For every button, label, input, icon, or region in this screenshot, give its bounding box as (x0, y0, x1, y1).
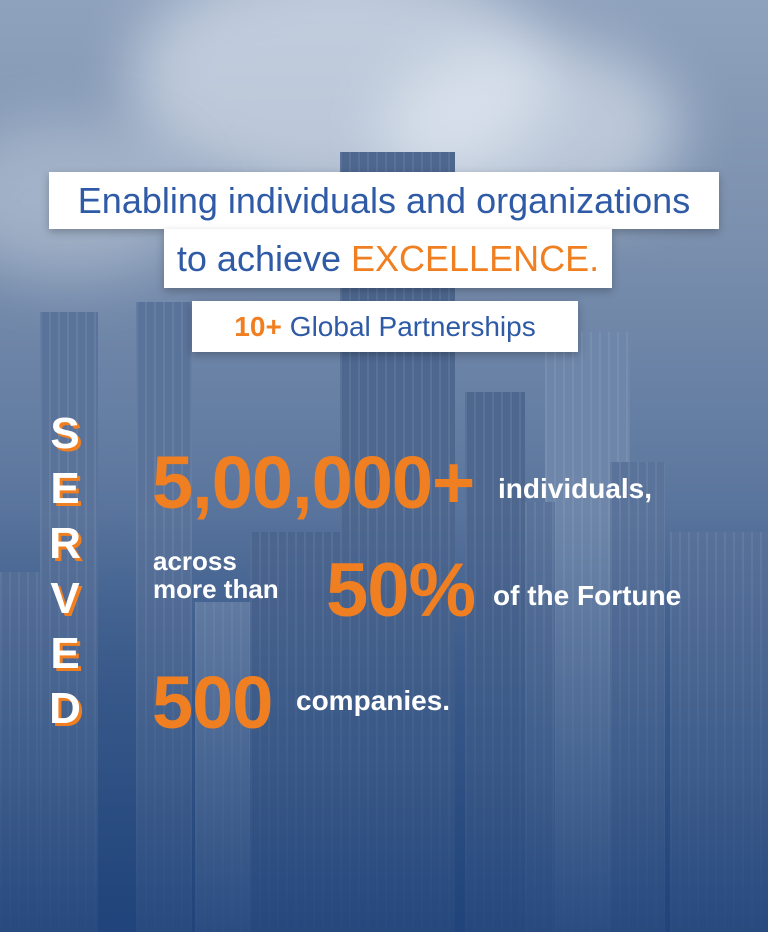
across-line1: across (153, 546, 237, 576)
partnerships-label: Global Partnerships (289, 310, 536, 342)
headline-line2-prefix: to achieve (176, 237, 341, 279)
headline-highlight: EXCELLENCE. (351, 237, 600, 279)
percent-number: 50% (326, 548, 476, 633)
partnerships-banner: 10+ Global Partnerships (192, 301, 578, 352)
served-letter: V (50, 574, 80, 623)
fortune-label: of the Fortune (493, 580, 682, 611)
served-letter: E (50, 464, 80, 513)
partnerships-number: 10+ (234, 310, 282, 342)
headline-line1: Enabling individuals and organizations (77, 179, 691, 221)
companies-label: companies. (296, 685, 451, 716)
headline-banner-line1: Enabling individuals and organizations (49, 172, 719, 229)
served-letter: R (49, 519, 81, 568)
served-letter: S (50, 409, 80, 458)
headline-banner-line2: to achieve EXCELLENCE. (164, 229, 612, 288)
across-line2: more than (153, 574, 279, 604)
individuals-label: individuals, (498, 473, 653, 504)
served-letter: D (49, 684, 81, 733)
across-label: across more than (153, 547, 279, 603)
served-vertical-label: S E R V E D (47, 406, 83, 736)
served-letter: E (50, 629, 80, 678)
individuals-number: 5,00,000+ (152, 441, 475, 524)
companies-number: 500 (152, 661, 273, 744)
